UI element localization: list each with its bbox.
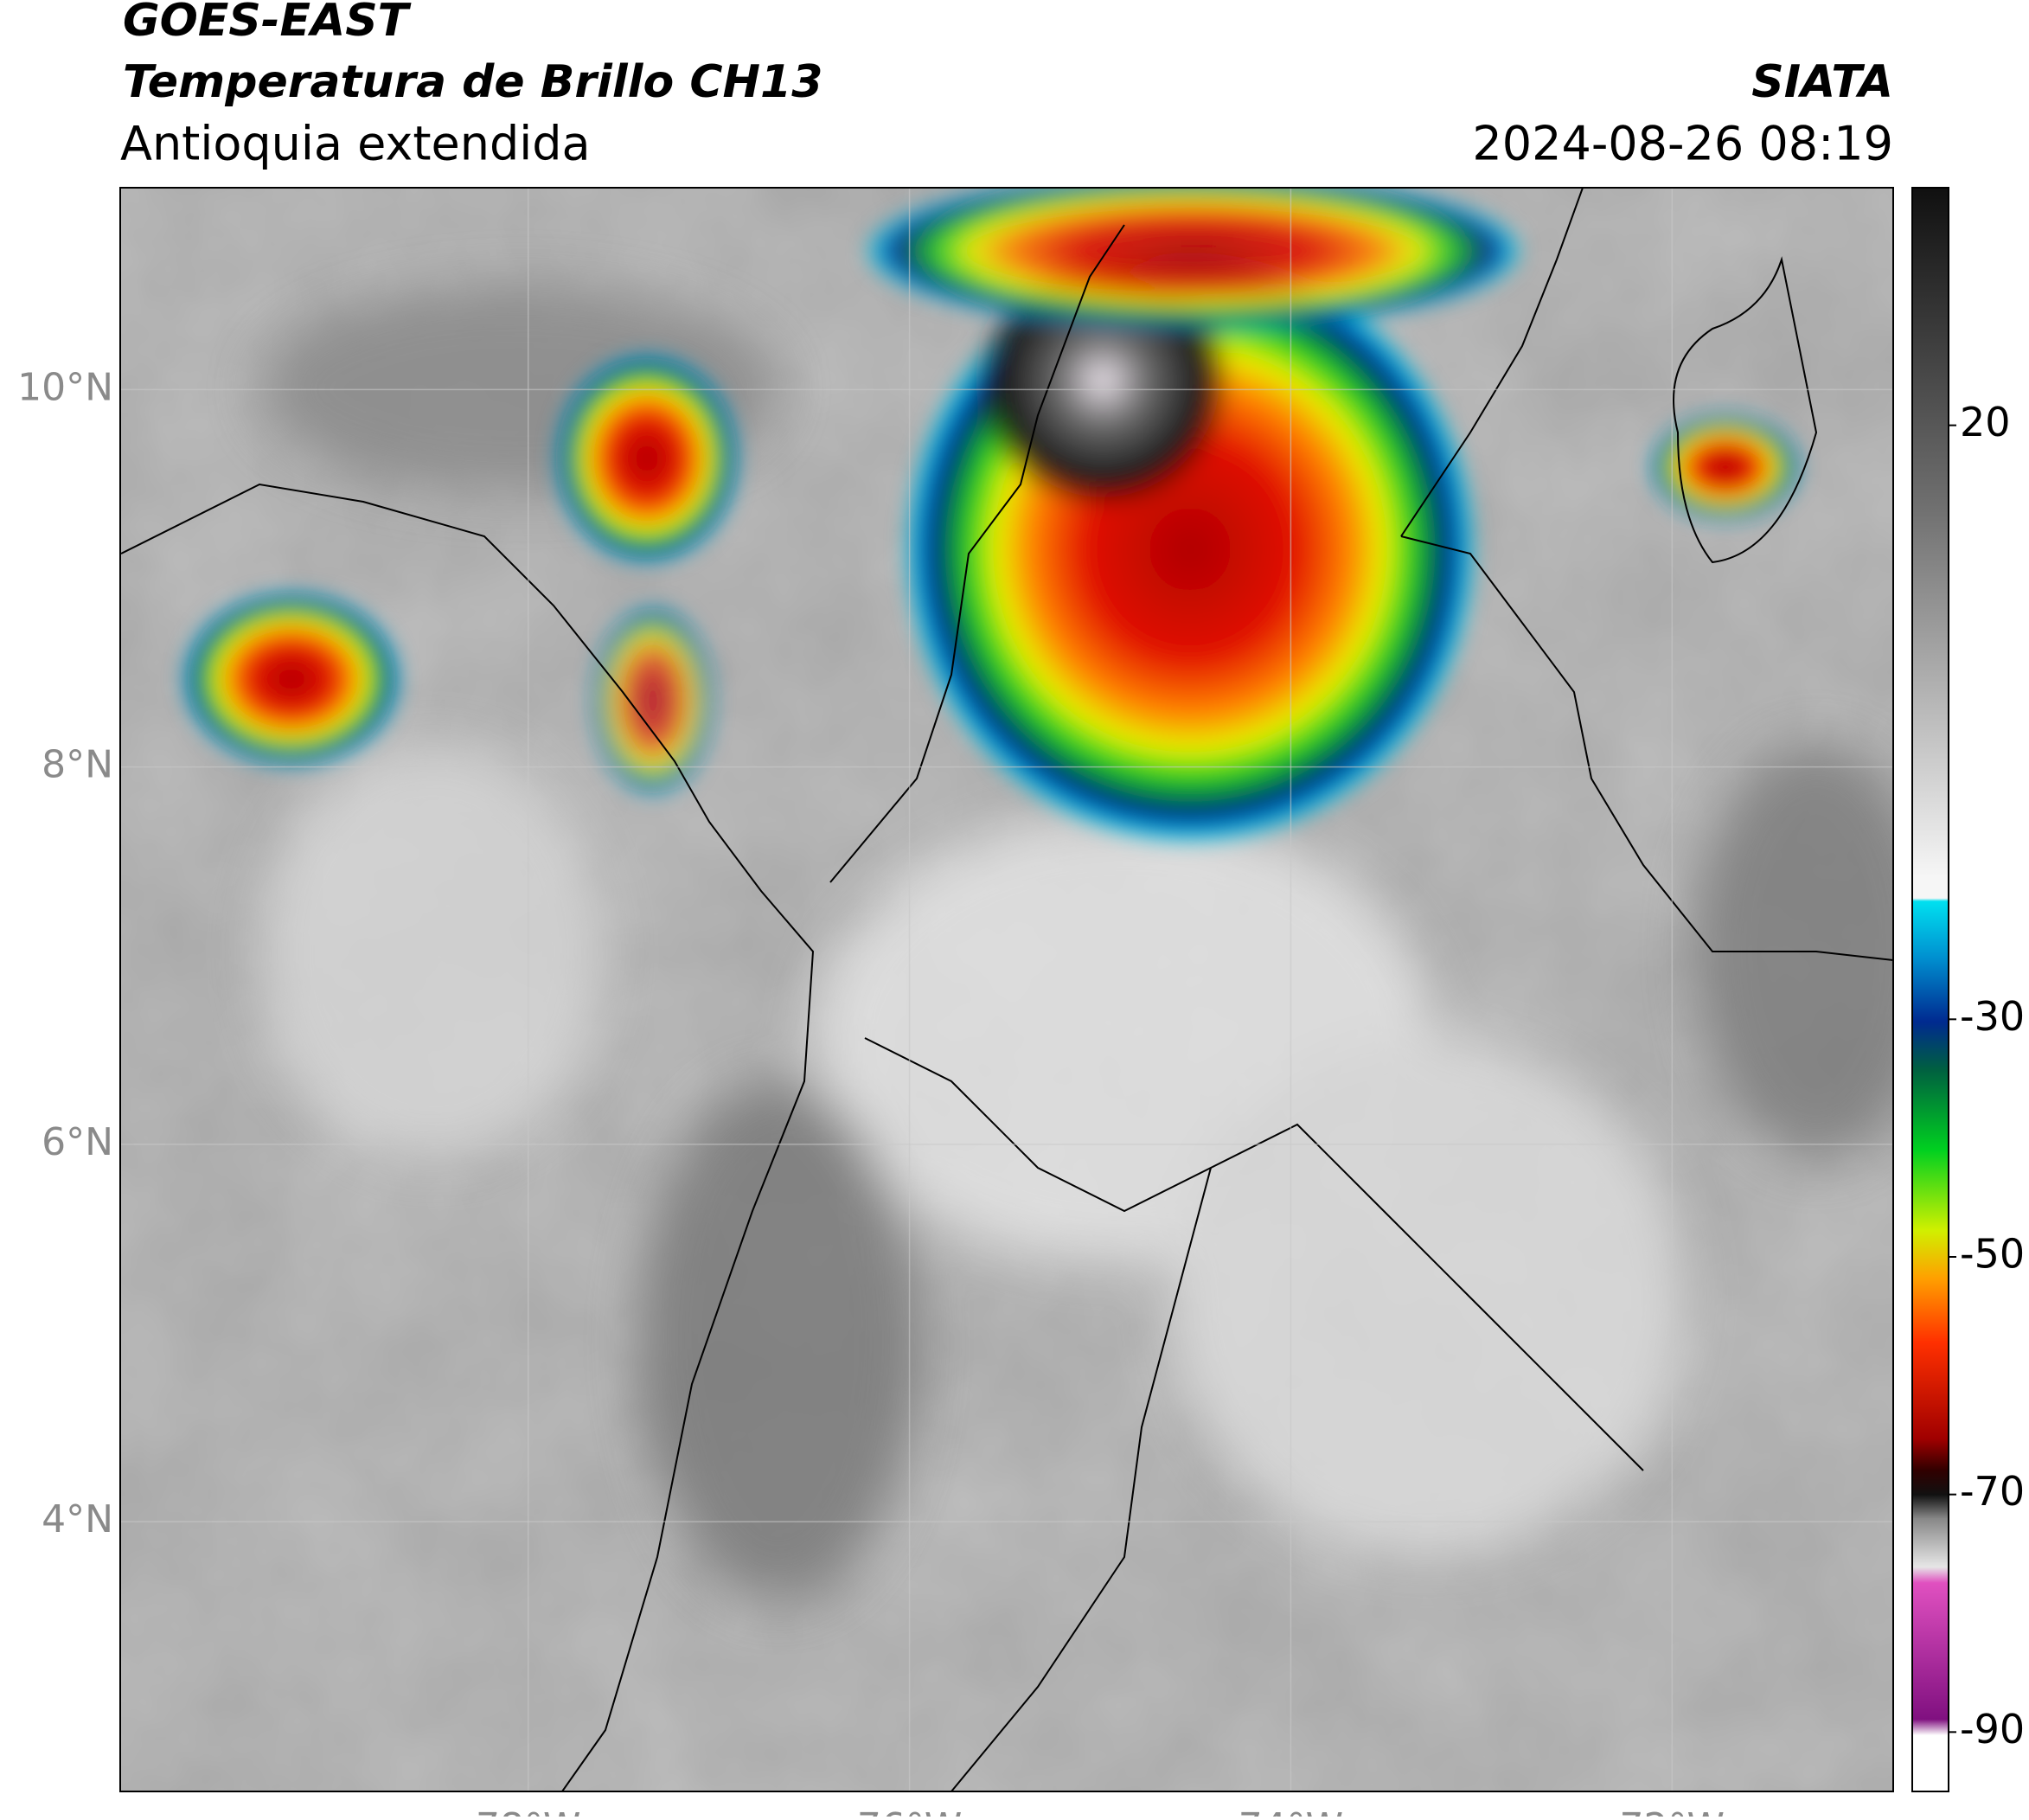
x-tick-label: 72°W: [1620, 1805, 1725, 1817]
source: SIATA: [1751, 56, 1893, 108]
colorbar-tick-label: -50: [1960, 1231, 2025, 1278]
colorbar-tick-label: -90: [1960, 1706, 2025, 1753]
borders: [120, 188, 1893, 1791]
x-tick-label: 76°W: [857, 1805, 963, 1817]
y-tick-label: 4°N: [42, 1497, 113, 1541]
colorbar-tick-label: 20: [1960, 399, 2011, 445]
colorbar-tick-label: -30: [1960, 993, 2025, 1040]
region: Antioquia extendida: [120, 117, 591, 171]
datetime: 2024-08-26 08:19: [1472, 117, 1893, 171]
y-tick-label: 10°N: [17, 365, 113, 409]
product: Temperatura de Brillo CH13: [123, 56, 822, 108]
satellite: GOES-EAST: [123, 0, 412, 47]
x-tick-label: 78°W: [476, 1805, 581, 1817]
colorbar-tick-label: -70: [1960, 1468, 2025, 1515]
y-tick-label: 8°N: [42, 743, 113, 787]
x-tick-label: 74°W: [1239, 1805, 1344, 1817]
colorbar: [1911, 187, 1949, 1792]
satellite-image: [120, 188, 1893, 1791]
y-tick-label: 6°N: [42, 1120, 113, 1164]
map-frame: [119, 187, 1894, 1792]
grid: [120, 188, 1893, 1791]
